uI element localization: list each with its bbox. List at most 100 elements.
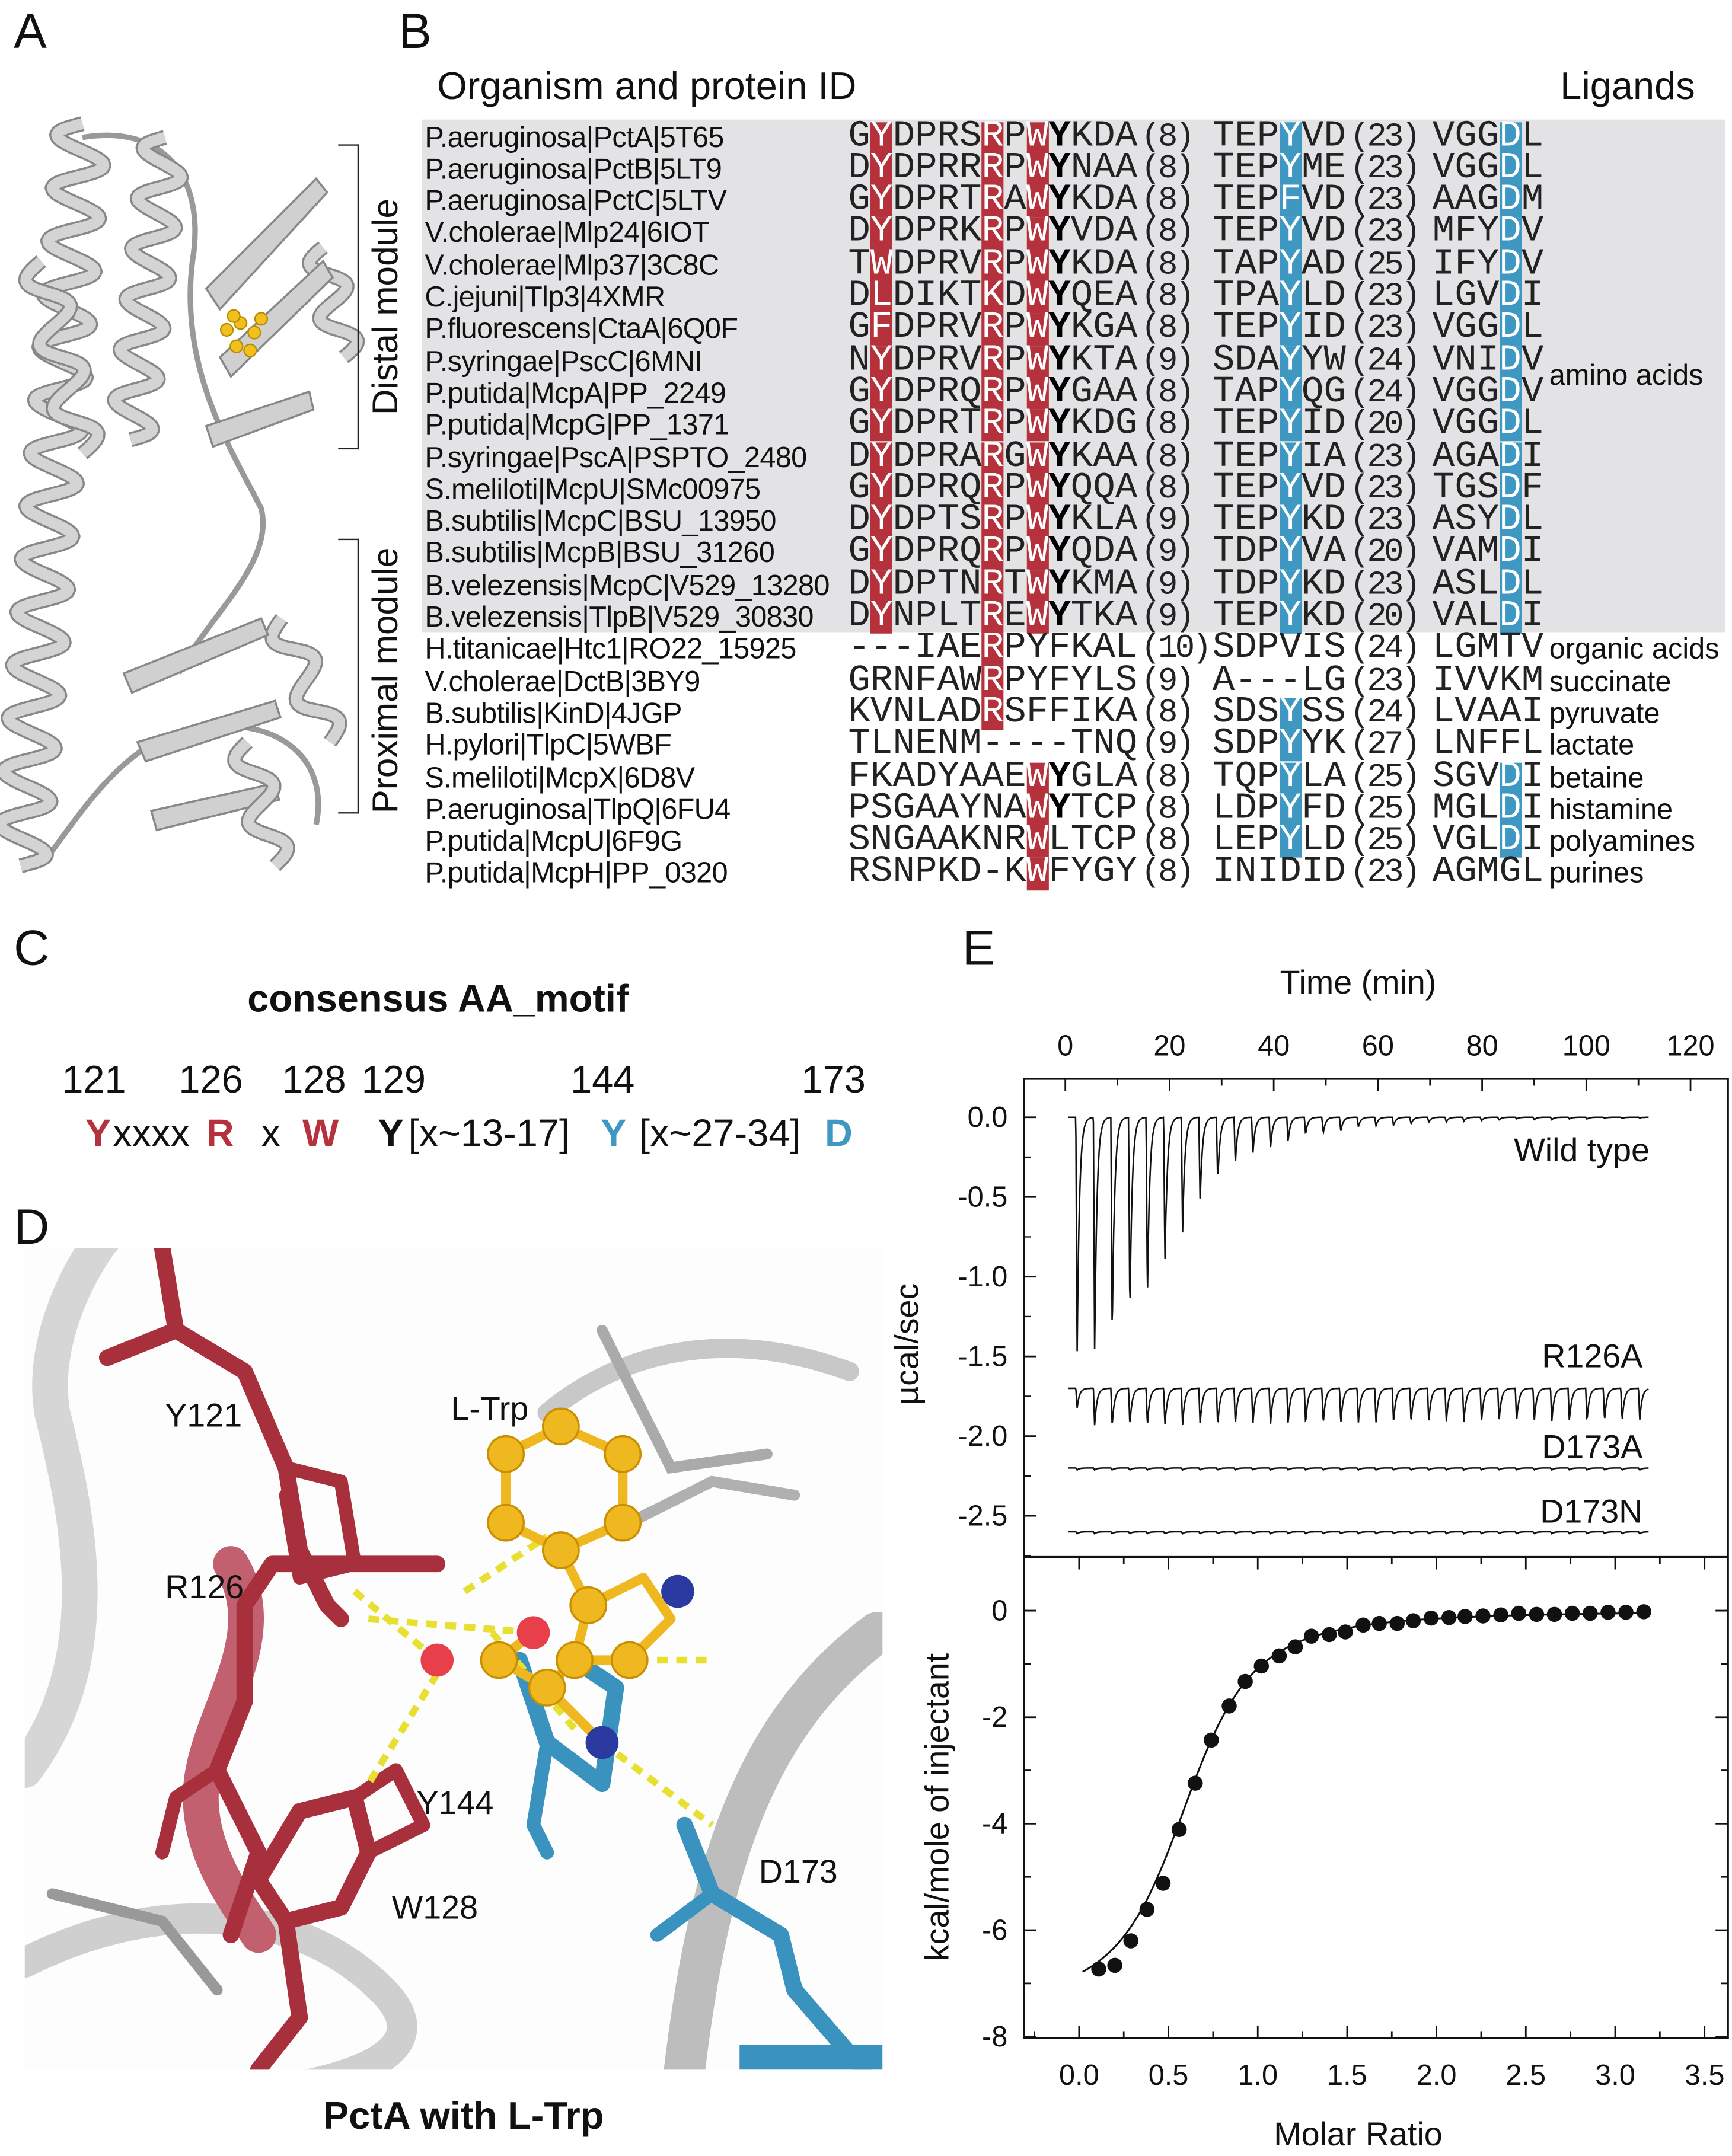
ltrp-nitrogen-atom [661,1574,694,1608]
gap-count: (23) [1350,855,1421,893]
residue: D [1004,276,1026,318]
residue: V [870,692,893,734]
ligand-label: lactate [1549,730,1635,762]
sequence-segment: SGVDI [1433,758,1544,796]
residue: D [1323,564,1346,606]
conserved-residue: W [1026,212,1049,254]
conserved-residue: R [981,340,1004,382]
ltrp-carbon-atom [487,1503,525,1542]
conserved-residue: W [1026,180,1049,222]
conserved-residue: R [981,500,1004,542]
residue: S [1115,660,1138,702]
sequence-segment: VNIDV [1433,340,1544,382]
conserved-residue: Y [1048,244,1071,286]
conserved-residue: D [1499,788,1522,830]
residue: A [1256,276,1280,318]
residue: A [1115,532,1138,574]
residue: - [981,852,1004,894]
data-point [1636,1604,1651,1620]
residue: I [1070,692,1093,734]
beta-strand [205,177,329,311]
arg126-branch [155,1763,224,1860]
residue: I [1301,852,1324,894]
sequence-segment: IVVKM [1433,660,1544,702]
residue: G [848,404,870,446]
conserved-residue: W [1026,436,1049,478]
residue: N [1070,148,1093,190]
residue: Q [1115,724,1138,766]
x-tick-label-time: 60 [1362,1030,1394,1062]
residue: Q [1093,468,1115,510]
organism-name: B.velezensis|TlpB|V529_30830 [425,602,814,634]
residue: G [1476,180,1500,222]
residue: P [914,212,937,254]
residue: A [1432,500,1455,542]
position-121: 121 [62,1058,126,1101]
residue: T [1070,788,1093,830]
sequence-segment: TGSDF [1433,470,1544,507]
residue: I [1521,692,1544,734]
residue: L [1432,724,1455,766]
residue: P [1004,404,1026,446]
residue: A [1323,532,1346,574]
x-tick-label-time: 0 [1057,1030,1073,1062]
residue: G [1455,788,1477,830]
residue: F [1455,212,1477,254]
residue: A [914,788,937,830]
residue: - [1004,724,1026,766]
label-ltrp: L-Trp [451,1391,529,1428]
residue: Y [1476,244,1500,286]
sequence-segment: TEPYKD [1213,598,1346,635]
thermogram-trace [1068,1467,1649,1471]
y-tick-label-power: -2.0 [958,1420,1007,1452]
ligand-label: betaine [1549,762,1644,794]
gap-count: (8) [1141,823,1195,861]
residue: L [1301,276,1324,318]
residue: T [1212,468,1235,510]
data-point [1529,1606,1545,1622]
residue: D [848,436,870,478]
residue: G [1455,628,1477,670]
residue: - [892,628,916,670]
residue: G [1476,404,1500,446]
residue: Y [1115,852,1138,894]
sequence-segment: DYDPRARGWYKAA [848,436,1137,478]
side-chain-gray [46,1888,223,1996]
residue: P [914,596,937,638]
residue: G [1004,436,1026,478]
sequence-segment: GYDPRQRPWYQDA [848,532,1138,574]
organism-name: V.cholerae|Mlp37|3C8C [425,250,719,282]
residue: L [1521,564,1544,606]
residue: A [1115,468,1138,510]
residue: P [914,564,937,606]
organism-name: B.subtilis|McpC|BSU_13950 [425,506,776,538]
conserved-residue: D [1499,340,1522,382]
residue: D [1093,404,1115,446]
data-point [1155,1876,1171,1891]
conserved-residue: D [1499,244,1522,286]
residue: Q [959,372,982,414]
residue: A [1235,244,1257,286]
sequence-segment: LNFFL [1432,724,1544,766]
residue: P [1115,788,1138,830]
residue: T [959,404,982,446]
residue: T [959,596,982,638]
residue: - [1279,660,1302,702]
conserved-residue: Y [870,212,893,254]
residue: N [1455,724,1477,766]
residue: F [1048,628,1071,670]
y-tick-label-heat: -8 [982,2021,1007,2053]
residue: A [1476,692,1500,734]
residue: G [848,660,870,702]
residue: P [1256,788,1280,830]
gap-count: (23) [1350,567,1421,605]
panel-label-a: A [14,2,47,59]
residue: K [1301,564,1324,606]
tyr144-ring [511,1652,624,1793]
residue: M [1521,660,1544,702]
residue: D [848,564,870,606]
conserved-residue: Y [1048,532,1071,574]
residue: P [914,340,937,382]
residue: G [1476,372,1500,414]
ltrp-carbon-atom [528,1668,566,1707]
